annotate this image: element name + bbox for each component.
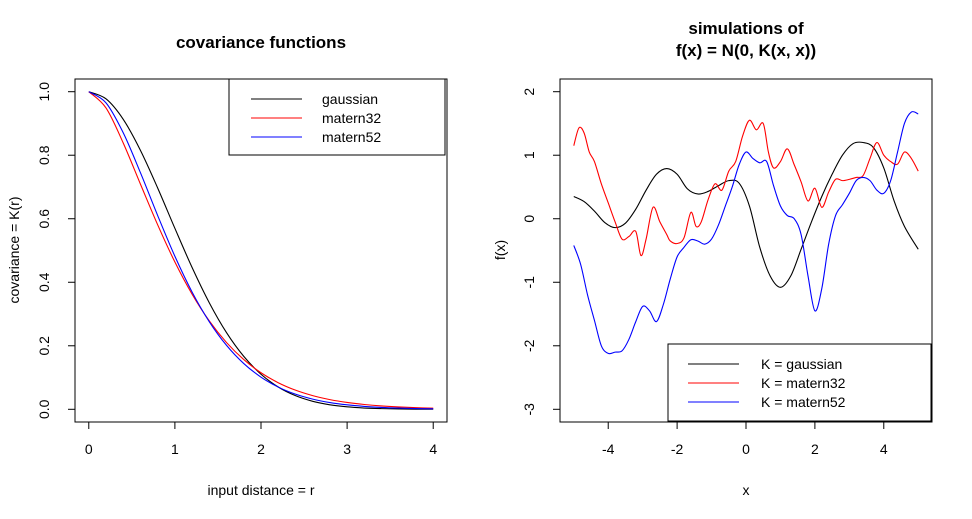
y-tick-label: 0.4 (36, 272, 52, 292)
x-tick-label: -2 (671, 441, 684, 457)
x-tick-label: 2 (257, 441, 265, 457)
y-tick-label: 0 (521, 215, 537, 223)
series-line-gaussian (573, 141, 919, 288)
legend-label-matern32: K = matern32 (761, 375, 846, 391)
legend-label-matern52: K = matern52 (761, 394, 846, 410)
x-tick-label: 0 (742, 441, 750, 457)
x-tick-label: 2 (811, 441, 819, 457)
x-axis-label: input distance = r (207, 482, 314, 498)
x-axis-label: x (743, 482, 750, 498)
legend-label-matern52: matern52 (322, 129, 381, 145)
legend-box (228, 78, 446, 156)
y-tick-label: 2 (521, 88, 537, 96)
simulations-panel: simulations of f(x) = N(0, K(x, x)) -4 -2… (492, 19, 933, 498)
x-tick-label: -4 (602, 441, 615, 457)
x-tick-label: 4 (880, 441, 888, 457)
x-tick-label: 4 (429, 441, 437, 457)
x-tick-label: 1 (171, 441, 179, 457)
legend: gaussian matern32 matern52 (228, 78, 446, 156)
y-tick-label: -2 (521, 339, 537, 352)
y-tick-label: -3 (521, 403, 537, 416)
y-tick-label: 0.0 (36, 399, 52, 419)
series-line-matern52 (88, 91, 434, 410)
covariance-panel: covariance functions 0 1 2 3 4 0.0 0.2 0.4 0.6 0.… (6, 33, 448, 498)
series-line-matern32 (573, 119, 919, 257)
chart-title-line-2: f(x) = N(0, K(x, x)) (676, 41, 816, 60)
series-line-gaussian (88, 91, 434, 410)
axes: 0 1 2 3 4 0.0 0.2 0.4 0.6 0.8 1.0 (36, 82, 437, 457)
legend: K = gaussian K = matern32 K = matern52 (667, 343, 932, 422)
y-axis-label: covariance = K(r) (6, 197, 22, 304)
y-tick-label: 0.2 (36, 336, 52, 356)
legend-label-gaussian: gaussian (322, 91, 378, 107)
series-lines (573, 111, 919, 355)
x-tick-label: 0 (85, 441, 93, 457)
legend-label-matern32: matern32 (322, 110, 381, 126)
chart-title: covariance functions (176, 33, 346, 52)
series-line-matern32 (88, 91, 434, 409)
series-lines (88, 91, 434, 410)
plot-frame (559, 78, 933, 423)
series-line-matern52 (573, 111, 919, 355)
y-axis-label: f(x) (492, 240, 508, 260)
y-tick-label: 0.6 (36, 209, 52, 229)
legend-label-gaussian: K = gaussian (761, 356, 842, 372)
y-tick-label: 1 (521, 151, 537, 159)
y-tick-label: 1.0 (36, 82, 52, 102)
chart-title-line-1: simulations of (688, 19, 804, 38)
x-tick-label: 3 (343, 441, 351, 457)
y-tick-label: -1 (521, 276, 537, 289)
y-tick-label: 0.8 (36, 145, 52, 165)
